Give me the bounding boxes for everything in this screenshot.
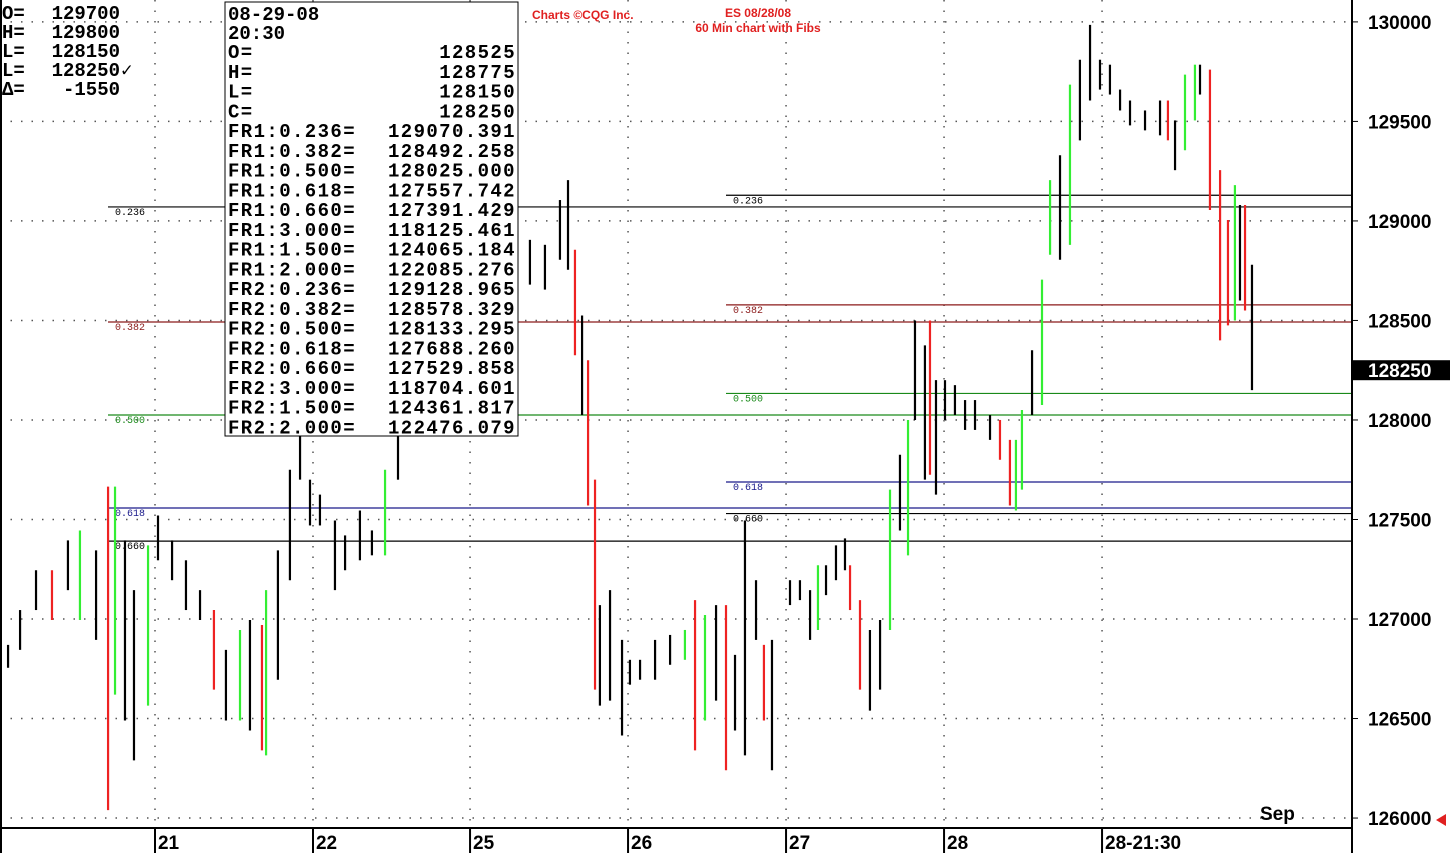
table-label: FR2:1.500=	[228, 398, 356, 420]
fib-tag: 0.618	[733, 483, 763, 494]
quote-label: Δ=	[2, 79, 25, 101]
table-value: 127688.260	[388, 338, 516, 360]
table-label: FR2:0.618=	[228, 338, 356, 360]
table-value: 124065.184	[388, 240, 516, 262]
table-value: 128775	[439, 62, 516, 84]
quote-label: H=	[2, 22, 25, 44]
fib-tag: 0.660	[115, 542, 145, 553]
y-tick-label: 129500	[1368, 112, 1431, 133]
table-label: FR1:0.382=	[228, 141, 356, 163]
y-tick-label: 126500	[1368, 710, 1431, 731]
quote-value: 129700	[52, 3, 120, 25]
y-tick-label: 128500	[1368, 311, 1431, 332]
table-label: H=	[228, 62, 254, 84]
table-value: 118704.601	[388, 378, 516, 400]
x-tick-label: 28	[947, 833, 968, 853]
quote-value: 128150	[52, 41, 120, 63]
table-time: 20:30	[228, 23, 285, 45]
table-value: 127557.742	[388, 180, 516, 202]
x-tick-label: 21	[158, 833, 180, 853]
table-label: C=	[228, 101, 254, 123]
quote-value: 128250	[52, 60, 120, 82]
bars	[6, 24, 1254, 811]
table-value: 127391.429	[388, 200, 516, 222]
table-label: FR2:0.382=	[228, 299, 356, 321]
fib-tag: 0.500	[733, 394, 763, 405]
chart-title: ES 08/28/08	[725, 6, 791, 20]
x-tick-label: 28-21:30	[1105, 833, 1181, 853]
table-label: FR1:3.000=	[228, 220, 356, 242]
quote-value: 129800	[52, 22, 120, 44]
table-value: 128250	[439, 101, 516, 123]
table-label: FR1:0.618=	[228, 180, 356, 202]
arrow	[1436, 814, 1446, 826]
quote-value: -1550	[63, 79, 120, 101]
chart-subtitle: 60 Min chart with Fibs	[695, 21, 821, 35]
quote-label: O=	[2, 3, 25, 25]
last-price-box	[1352, 360, 1450, 381]
fib-tag: 0.236	[733, 196, 763, 207]
table-frame	[224, 1, 519, 437]
y-tick-label: 127500	[1368, 510, 1431, 531]
fib-tag: 0.618	[115, 509, 145, 520]
y-tick-label: 128000	[1368, 411, 1431, 432]
quote-label: L=	[2, 60, 25, 82]
table-label: FR1:0.500=	[228, 161, 356, 183]
y-tick-label: 130000	[1368, 13, 1431, 34]
y-tick-label: 126000	[1368, 809, 1431, 830]
table-label: O=	[228, 42, 254, 64]
fib-table: 08-29-08 20:30 O= 128525 H= 128775 L= 128150 C…	[224, 1, 519, 439]
x-tick-label: 26	[631, 833, 652, 853]
table-label: FR2:2.000=	[228, 417, 356, 439]
table-value: 129128.965	[388, 279, 516, 301]
y-tick-label: 129000	[1368, 212, 1431, 233]
x-tick-label: 27	[789, 833, 810, 853]
fib-tag: 0.660	[733, 515, 763, 526]
y-tick-label: 127000	[1368, 610, 1431, 631]
table-value: 128133.295	[388, 319, 516, 341]
x-tick-label: 22	[316, 833, 337, 853]
axes: 126000 126500 127000 127500 128000 128500 1290…	[153, 13, 1450, 853]
table-label: L=	[228, 82, 254, 104]
table-date: 08-29-08	[228, 4, 319, 26]
table-label: FR2:3.000=	[228, 378, 356, 400]
quote-mark: ✓	[121, 60, 132, 82]
table-value: 122085.276	[388, 259, 516, 281]
table-value: 124361.817	[388, 398, 516, 420]
table-label: FR1:1.500=	[228, 240, 356, 262]
table-value: 128525	[439, 42, 516, 64]
table-value: 122476.079	[388, 417, 516, 439]
table-label: FR2:0.236=	[228, 279, 356, 301]
table-value: 129070.391	[388, 121, 516, 143]
table-value: 128492.258	[388, 141, 516, 163]
table-value: 128150	[439, 82, 516, 104]
table-label: FR1:0.660=	[228, 200, 356, 222]
table-label: FR2:0.660=	[228, 358, 356, 380]
month-label: Sep	[1260, 804, 1295, 825]
quote-label: L=	[2, 41, 25, 63]
source: Charts ©CQG Inc.	[532, 8, 634, 22]
fib-tag: 0.382	[733, 306, 763, 317]
last-price-label: 128250	[1368, 361, 1431, 382]
fib-tag: 0.382	[115, 323, 145, 334]
table-label: FR2:0.500=	[228, 319, 356, 341]
quote-box: O= 129700 H= 129800 L= 128150 L= 128250 ✓ Δ= -1550	[2, 3, 132, 101]
x-tick-label: 25	[473, 833, 495, 853]
fib-tag: 0.500	[115, 416, 145, 427]
table-value: 118125.461	[388, 220, 516, 242]
table-label: FR1:0.236=	[228, 121, 356, 143]
table-value: 128025.000	[388, 161, 516, 183]
table-label: FR1:2.000=	[228, 259, 356, 281]
table-value: 127529.858	[388, 358, 516, 380]
table-value: 128578.329	[388, 299, 516, 321]
fib-tag: 0.236	[115, 208, 145, 219]
